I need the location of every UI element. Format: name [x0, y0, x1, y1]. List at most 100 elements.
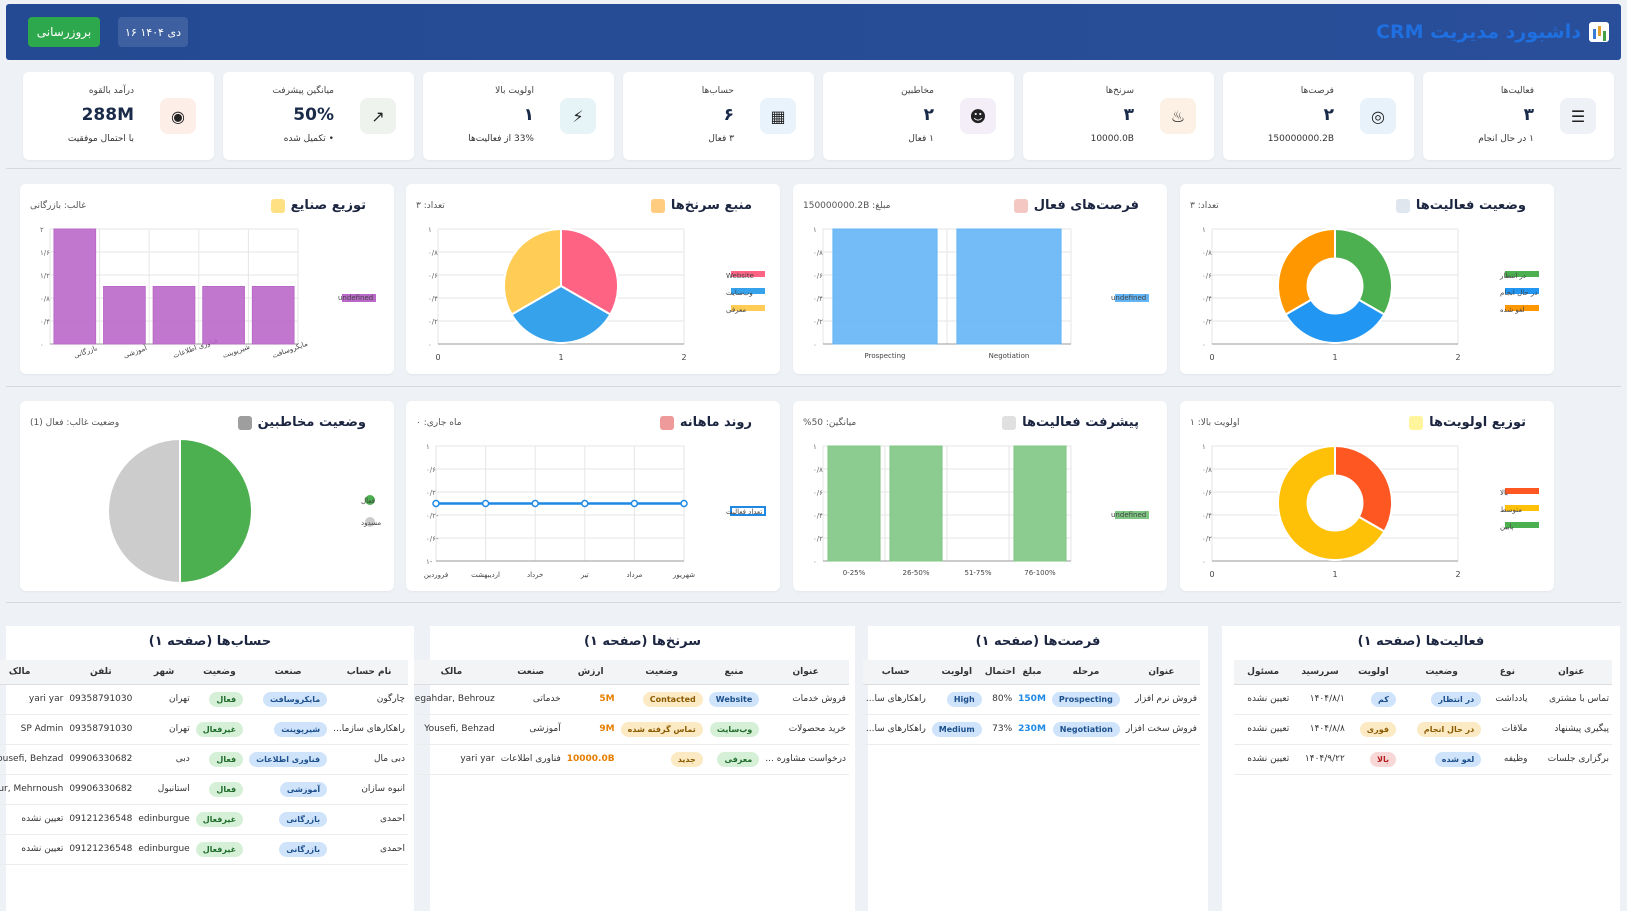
table-row[interactable]: پیگیری پیشنهاد ملاقات در حال انجام فوری ۱۴۰۴… [1234, 714, 1612, 745]
table-cell: 09121236548 [66, 804, 136, 835]
table-row[interactable]: فروش سخت افزار Negotiation 230M 73% Medium را… [862, 714, 1200, 745]
table-row[interactable]: چارگون مایکروسافت فعال تهران 09358791030 yari… [0, 684, 408, 715]
leads-table-card: سرنخ‌ها (صفحه ۱) عنوان منبع وضعیت ارزش صنعت م… [405, 626, 855, 911]
table-cell: وب‌سایت [705, 714, 763, 745]
column-header[interactable]: وضعیت [192, 660, 247, 685]
legend-swatch [1505, 522, 1539, 528]
leads-source-chart: ۰ ۰/۲ ۰/۴ ۰/۶ ۰/۸ ۱ 0 1 2 Website وب‌سایت معرفی [428, 226, 765, 362]
table-row[interactable]: تماس با مشتری یادداشت در انتظار کم ۱۴۰۴/۸/۱ ت… [1234, 684, 1612, 715]
table-cell: بالا [1347, 744, 1399, 775]
legend-swatch [730, 506, 766, 516]
column-header[interactable]: مرحله [1048, 660, 1123, 685]
y-tick-label: -۰/۶ [426, 535, 439, 543]
column-header[interactable]: منبع [705, 660, 763, 685]
column-header[interactable]: مبلغ [1015, 660, 1049, 685]
dashboard-brand: داشبورد مدیریت CRM [1376, 21, 1609, 43]
legend-swatch [1505, 288, 1539, 294]
contacts-chart: فعال مسدود [107, 437, 381, 585]
table-cell: 09121236548 [66, 834, 136, 865]
table-cell: چارگون [330, 684, 408, 715]
chart-meta: مبلغ: 150000000.2B [803, 201, 891, 211]
table-cell: کم [1347, 684, 1399, 715]
legend-dot [365, 495, 375, 505]
dashboard-title: داشبورد مدیریت CRM [1376, 21, 1581, 43]
table-cell: فروش نرم افزار [1122, 684, 1200, 715]
kpi-subtext: ۱ در حال انجام [1478, 134, 1534, 144]
x-tick-label: Negotiation [989, 352, 1030, 360]
column-header[interactable]: شهر [135, 660, 193, 685]
column-header[interactable]: اولویت [928, 660, 985, 685]
table-cell: راهکارهای سا... [862, 684, 929, 715]
column-header[interactable]: وضعیت [1398, 660, 1485, 685]
table-cell: یادداشت [1484, 684, 1531, 715]
table-row[interactable]: خرید محصولات وب‌سایت تماس گرفته شده 9M آموزش… [405, 714, 849, 745]
chart-title: منبع سرنخ‌ها [670, 198, 752, 213]
y-tick-label: ۰ [813, 341, 817, 349]
bar [956, 228, 1062, 345]
chart-meta: وضعیت غالب: فعال (1) [30, 418, 120, 428]
refresh-button[interactable]: بروزرسانی [28, 17, 100, 47]
x-tick-label: Prospecting [865, 352, 906, 360]
column-header[interactable]: حساب [862, 660, 929, 685]
cell-text: تهران [168, 724, 190, 734]
table-cell: دبی مال [330, 744, 408, 775]
table-cell: 80% [984, 684, 1016, 715]
column-header[interactable]: نام حساب [330, 660, 408, 685]
column-header[interactable]: عنوان [1530, 660, 1612, 685]
column-header[interactable]: ارزش [563, 660, 618, 685]
calendar-icon [659, 415, 674, 430]
column-header[interactable]: صنعت [246, 660, 331, 685]
accounts-table: نام حساب صنعت وضعیت شهر تلفن مالک چارگون مایکرو… [0, 660, 408, 865]
table-row[interactable]: برگزاری جلسات وظیفه لغو شده بالا ۱۴۰۴/۹/۲۲ تع… [1234, 744, 1612, 775]
table-cell: بازرگانی [246, 834, 331, 865]
table-row[interactable]: فروش نرم افزار Prospecting 150M 80% High راهک… [862, 684, 1200, 715]
table-cell: ملاقات [1484, 714, 1531, 745]
x-tick-label: 2 [1455, 353, 1460, 362]
donut-hole [1306, 474, 1364, 532]
legend-label: وب‌سایت [726, 289, 753, 297]
y-tick-label: ۰/۶ [813, 489, 823, 497]
column-header[interactable]: مالک [405, 660, 498, 685]
y-tick-label: ۱ [813, 443, 817, 451]
table-row[interactable]: راهکارهای سازما... شیرپوینت غیرفعال تهران 09… [0, 714, 408, 745]
kpi-value: ۶ [723, 105, 734, 125]
table-cell: مایکروسافت [246, 684, 331, 715]
column-header[interactable]: صنعت [497, 660, 564, 685]
table-row[interactable]: درخواست مشاوره ... معرفی جدید 10000.0B فناور… [405, 744, 849, 775]
data-point [481, 499, 490, 508]
column-header[interactable]: تلفن [66, 660, 136, 685]
column-header[interactable]: عنوان [762, 660, 849, 685]
x-tick-label: 76-100% [1024, 569, 1056, 577]
column-header[interactable]: نوع [1484, 660, 1531, 685]
table-cell: لغو شده [1398, 744, 1485, 775]
x-tick-label: 1 [1332, 353, 1337, 362]
column-header[interactable]: احتمال [984, 660, 1016, 685]
y-tick-label: ۱ [1202, 443, 1206, 451]
table-row[interactable]: دبی مال فناوری اطلاعات فعال دبی 09906330682 Y… [0, 744, 408, 775]
column-header[interactable]: سررسید [1292, 660, 1348, 685]
bar [152, 286, 196, 345]
status-badge: فعال [209, 691, 244, 707]
bar [202, 286, 245, 345]
status-badge: معرفی [717, 751, 760, 767]
column-header[interactable]: عنوان [1122, 660, 1200, 685]
column-header[interactable]: مسئول [1234, 660, 1293, 685]
header-actions: بروزرسانی ۱۶ دی ۱۴۰۴ [28, 17, 188, 47]
cell-text: 80% [992, 694, 1013, 704]
legend-label: معرفی [726, 306, 746, 314]
x-tick-label: تیر [580, 571, 589, 579]
table-row[interactable]: احمدی بازرگانی غیرفعال edinburgue 0912123654… [0, 804, 408, 835]
legend-label: Website [726, 272, 754, 280]
activity-status-chart: ۰ ۰/۲ ۰/۴ ۰/۶ ۰/۸ ۱ 0 1 2 در انتظار در حال انجام لغ… [1202, 226, 1539, 362]
target-icon: ◎ [1360, 98, 1396, 134]
table-row[interactable]: احمدی بازرگانی غیرفعال edinburgue 0912123654… [0, 834, 408, 865]
table-row[interactable]: انبوه سازان آموزشی فعال استانبول 09906330682… [0, 774, 408, 805]
column-header[interactable]: وضعیت [617, 660, 706, 685]
chart-meta: میانگین: 50% [803, 418, 857, 428]
fire-icon: ♨ [1160, 98, 1196, 134]
x-tick-label: 2 [681, 353, 686, 362]
column-header[interactable]: اولویت [1347, 660, 1399, 685]
table-row[interactable]: فروش خدمات Website Contacted 5M خدماتی Negahd… [405, 684, 849, 715]
column-header[interactable]: مالک [0, 660, 67, 685]
